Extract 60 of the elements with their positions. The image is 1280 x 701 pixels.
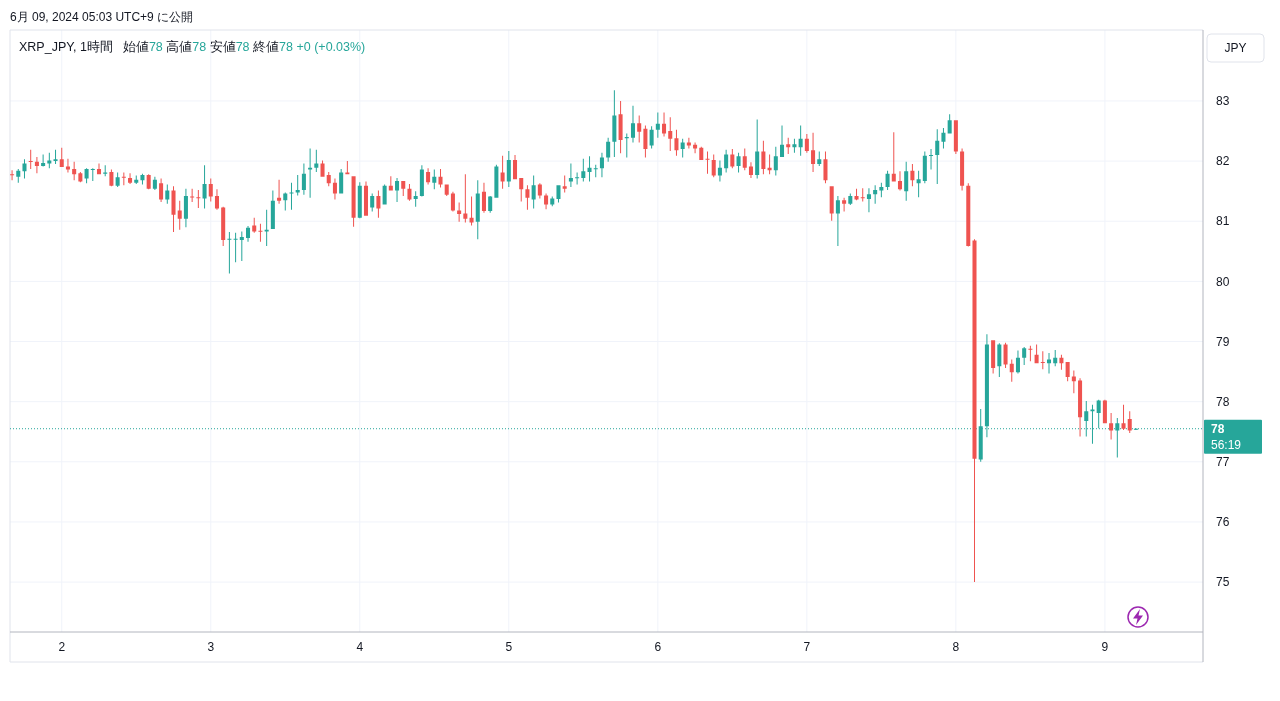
- y-tick-label: 78: [1216, 394, 1230, 409]
- y-tick-label: 80: [1216, 274, 1230, 289]
- candlestick: [10, 170, 15, 181]
- candlestick: [28, 149, 33, 169]
- candlestick: [258, 223, 263, 242]
- candlestick: [227, 232, 232, 274]
- x-tick-label: 9: [1101, 640, 1109, 654]
- x-tick-label: 5: [505, 640, 513, 654]
- candlestick: [190, 188, 195, 202]
- candlestick: [277, 179, 282, 204]
- text: 始値78 高値78 安値78 終値78 +0 (+0.03%): [122, 40, 366, 54]
- candlestick: [1121, 404, 1126, 430]
- candlestick: [568, 163, 573, 187]
- candlestick: [438, 168, 443, 188]
- candlestick: [929, 149, 934, 170]
- candlestick: [90, 168, 95, 181]
- candlestick: [53, 149, 58, 165]
- candlestick: [289, 182, 294, 210]
- x-tick-label: 8: [952, 640, 960, 654]
- y-tick-label: 76: [1216, 515, 1230, 530]
- y-tick-label: 75: [1216, 575, 1230, 590]
- candlestick: [705, 151, 710, 174]
- candlestick: [860, 188, 865, 202]
- candlestick: [562, 175, 567, 193]
- candlestick: [1028, 345, 1033, 362]
- candlestick: [264, 209, 269, 246]
- candlestick: [239, 231, 244, 261]
- x-tick-label: 7: [803, 640, 811, 654]
- candlestick: [463, 174, 468, 223]
- candlestick: [22, 159, 27, 179]
- y-tick-label: 81: [1216, 214, 1230, 229]
- candlestick: [972, 239, 977, 583]
- candlestick: [866, 188, 871, 213]
- candlestick: [879, 182, 884, 198]
- candlestick: [891, 132, 896, 182]
- y-tick-label: 77: [1216, 455, 1230, 469]
- candlestick: [196, 189, 201, 209]
- y-axis-title: JPY: [1224, 41, 1247, 55]
- text: XRP_JPY, 1時間: [19, 40, 113, 54]
- y-tick-label: 83: [1216, 94, 1230, 109]
- x-tick-label: 3: [207, 640, 215, 654]
- candlestick: [1040, 351, 1045, 370]
- text: 56:19: [1211, 437, 1242, 452]
- candlestick: [575, 172, 580, 185]
- candlestick: [1109, 413, 1114, 440]
- candlestick: [1071, 370, 1076, 394]
- candlestick: [457, 202, 462, 222]
- candlestick: [308, 148, 313, 198]
- text: 6月 09, 2024 05:03 UTC+9 に公開: [10, 10, 194, 24]
- x-tick-label: 6: [654, 640, 662, 654]
- x-tick-label: 2: [58, 640, 66, 654]
- y-tick-label: 79: [1216, 334, 1230, 349]
- candlestick: [41, 154, 46, 167]
- candlestick: [587, 156, 592, 182]
- y-tick-label: 82: [1216, 154, 1230, 169]
- candlestick: [171, 186, 176, 233]
- candlestick: [624, 133, 629, 158]
- candlestick: [233, 232, 238, 263]
- candlestick: [842, 197, 847, 212]
- x-tick-label: 4: [356, 640, 364, 654]
